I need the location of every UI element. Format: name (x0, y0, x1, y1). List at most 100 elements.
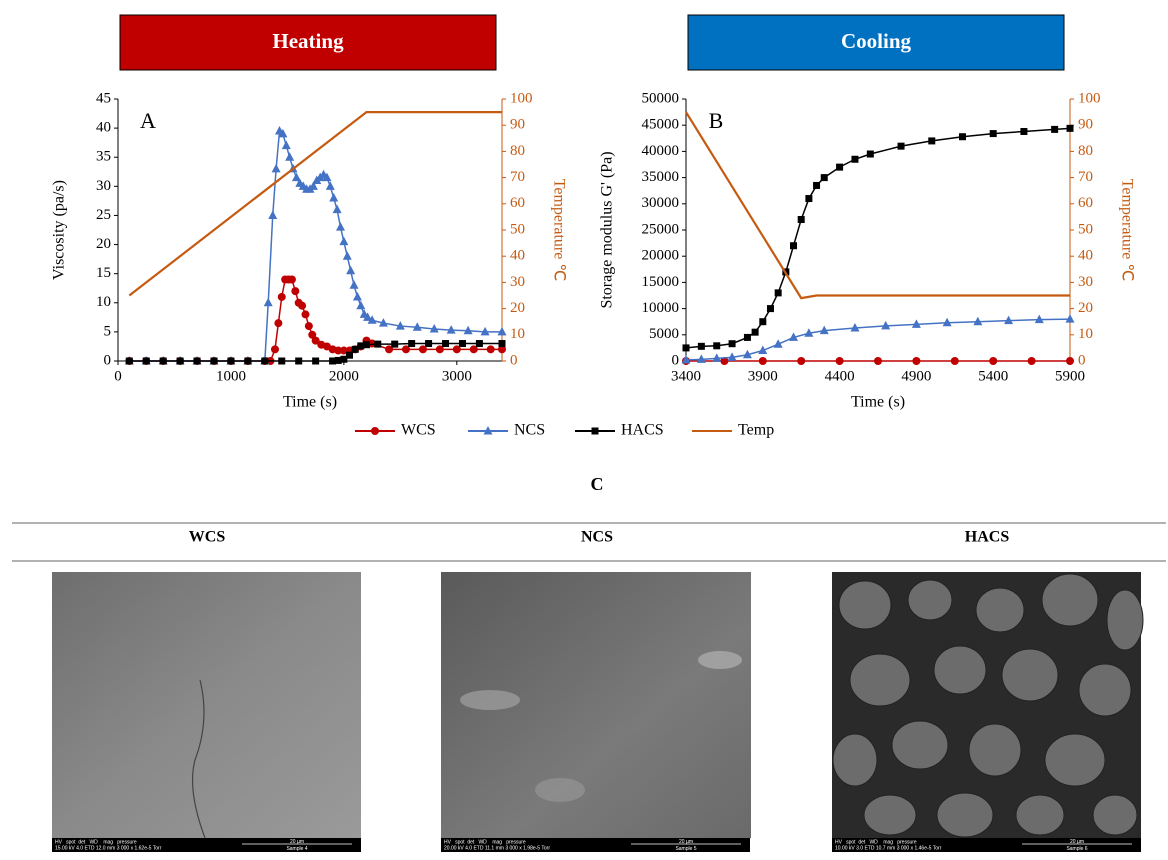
marker (329, 193, 338, 202)
marker (282, 141, 291, 150)
marker (305, 322, 313, 330)
sem-image (52, 572, 361, 838)
marker (278, 293, 286, 301)
marker (339, 237, 348, 246)
y-tick-label: 0 (672, 352, 680, 368)
marker (683, 344, 690, 351)
marker (272, 164, 281, 173)
y-tick-label: 25 (96, 207, 111, 223)
marker (836, 357, 844, 365)
y2-tick-label: 20 (1078, 300, 1093, 316)
y-tick-label: 25000 (642, 221, 680, 237)
marker (798, 216, 805, 223)
marker (821, 174, 828, 181)
legend-label: Temp (738, 422, 774, 439)
marker (278, 358, 285, 365)
info-settings: 15.00 kV 4.0 ETD 12.0 mm 3 000 x 1.62e-5… (55, 845, 162, 851)
marker (298, 302, 306, 310)
marker (951, 357, 959, 365)
x-tick-label: 1000 (216, 368, 246, 384)
y2-axis-label: Temperature ℃ (550, 179, 567, 282)
y2-tick-label: 90 (510, 117, 525, 133)
panel-letter: A (140, 108, 156, 133)
marker (1066, 314, 1075, 323)
marker (989, 357, 997, 365)
y2-tick-label: 100 (1078, 90, 1101, 106)
marker (499, 340, 506, 347)
y-tick-label: 50000 (642, 90, 680, 106)
x-tick-label: 3000 (442, 368, 472, 384)
y-tick-label: 15 (96, 265, 111, 281)
y2-tick-label: 100 (510, 90, 533, 106)
x-tick-label: 4900 (901, 368, 931, 384)
y-tick-label: 30000 (642, 195, 680, 211)
y-tick-label: 0 (104, 352, 112, 368)
y-tick-label: 30 (96, 178, 111, 194)
marker (759, 318, 766, 325)
marker (274, 319, 282, 327)
y-tick-label: 10000 (642, 300, 680, 316)
y2-tick-label: 0 (510, 352, 518, 368)
marker (227, 358, 234, 365)
legend-label: HACS (621, 422, 664, 439)
y2-tick-label: 50 (510, 221, 525, 237)
marker (487, 345, 495, 353)
marker (336, 222, 345, 231)
y2-tick-label: 40 (1078, 248, 1093, 264)
x-tick-label: 3900 (748, 368, 778, 384)
sample-label: Sample 4 (286, 846, 307, 852)
y2-tick-label: 30 (1078, 274, 1093, 290)
marker (752, 329, 759, 336)
scale-label: 20 µm (679, 839, 693, 845)
marker (928, 137, 935, 144)
marker (261, 358, 268, 365)
marker (898, 143, 905, 150)
sem-texture (535, 778, 585, 802)
y2-tick-label: 10 (1078, 326, 1093, 342)
marker (268, 210, 277, 219)
series-line (686, 112, 1070, 298)
marker (363, 341, 370, 348)
marker (408, 340, 415, 347)
marker (264, 298, 273, 307)
x-axis-label: Time (s) (851, 394, 905, 411)
y-tick-label: 35000 (642, 169, 680, 185)
sample-label: Sample 6 (1066, 846, 1087, 852)
y2-tick-label: 60 (1078, 195, 1093, 211)
marker (291, 287, 299, 295)
y-tick-label: 40 (96, 120, 111, 136)
x-axis-label: Time (s) (283, 394, 337, 411)
column-header: HACS (965, 529, 1010, 546)
y2-tick-label: 20 (510, 300, 525, 316)
marker (374, 341, 381, 348)
marker (346, 266, 355, 275)
marker (194, 358, 201, 365)
y2-tick-label: 80 (510, 143, 525, 159)
legend-label: NCS (514, 422, 545, 439)
y2-axis-label: Temperature ℃ (1118, 179, 1135, 282)
marker (143, 358, 150, 365)
info-settings: 20.00 kV 4.0 ETD 11.1 mm 3 000 x 1.98e-5… (444, 845, 550, 851)
y-tick-label: 45000 (642, 117, 680, 133)
marker (425, 340, 432, 347)
y2-tick-label: 60 (510, 195, 525, 211)
marker (713, 342, 720, 349)
marker (160, 358, 167, 365)
x-tick-label: 5400 (978, 368, 1008, 384)
legend-marker (371, 427, 379, 435)
sample-label: Sample 5 (675, 846, 696, 852)
marker (797, 357, 805, 365)
y-axis-label: Viscosity (pa/s) (51, 180, 68, 280)
marker (851, 156, 858, 163)
cooling-label: Cooling (841, 29, 912, 53)
marker (836, 164, 843, 171)
y2-tick-label: 40 (510, 248, 525, 264)
marker (1020, 128, 1027, 135)
marker (126, 358, 133, 365)
marker (312, 358, 319, 365)
marker (767, 305, 774, 312)
x-tick-label: 5900 (1055, 368, 1085, 384)
y2-tick-label: 30 (510, 274, 525, 290)
series-line (129, 112, 502, 295)
sem-texture (698, 651, 742, 669)
